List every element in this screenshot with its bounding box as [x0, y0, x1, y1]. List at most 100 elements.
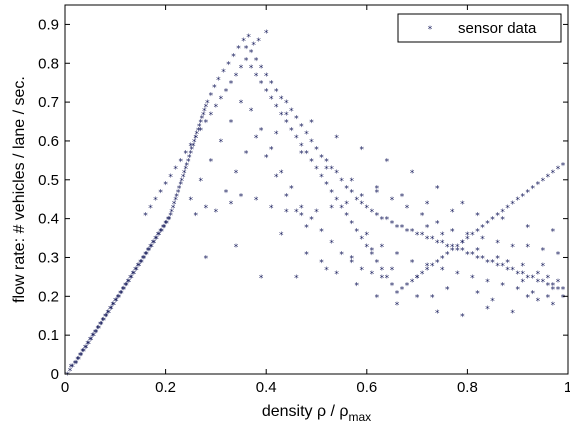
data-point: *: [264, 29, 269, 39]
data-point: *: [561, 293, 566, 303]
data-point: *: [264, 153, 269, 163]
data-point: *: [189, 196, 194, 206]
data-point: *: [73, 359, 78, 369]
data-point: *: [289, 185, 294, 195]
data-point: *: [294, 274, 299, 284]
data-point: *: [536, 270, 541, 280]
data-point: *: [177, 185, 182, 195]
data-point: *: [370, 208, 375, 218]
data-point: *: [176, 188, 181, 198]
legend: * sensor data: [397, 13, 562, 43]
data-point: *: [349, 188, 354, 198]
data-point: *: [556, 251, 561, 261]
data-point: *: [314, 146, 319, 156]
data-point: *: [485, 305, 490, 315]
data-point: *: [294, 115, 299, 125]
data-point: *: [334, 270, 339, 280]
data-point: *: [212, 84, 217, 94]
data-point: *: [541, 247, 546, 257]
data-point: *: [390, 196, 395, 206]
data-point: *: [156, 231, 161, 241]
data-point: *: [178, 181, 183, 191]
data-point: *: [163, 220, 168, 230]
y-tick-label: 0: [51, 366, 59, 383]
data-point: *: [141, 254, 146, 264]
data-point: *: [137, 262, 142, 272]
data-point: *: [158, 227, 163, 237]
data-point: *: [551, 286, 556, 296]
data-point: *: [385, 216, 390, 226]
data-point: *: [98, 321, 103, 331]
data-point: *: [475, 254, 480, 264]
data-point: *: [360, 146, 365, 156]
y-axis-title: flow rate: # vehicles / lane / sec.: [11, 76, 28, 303]
data-point: *: [360, 200, 365, 210]
data-point: *: [111, 301, 116, 311]
y-tick-label: 0.9: [38, 16, 59, 33]
data-point: *: [375, 258, 380, 268]
data-point: *: [450, 247, 455, 257]
data-point: *: [194, 134, 199, 144]
data-point: *: [216, 76, 221, 86]
data-point: *: [510, 200, 515, 210]
data-point: *: [204, 119, 209, 129]
data-point: *: [244, 45, 249, 55]
data-point: *: [129, 274, 134, 284]
data-point: *: [541, 177, 546, 187]
data-point: *: [400, 286, 405, 296]
data-point: *: [415, 231, 420, 241]
data-point: *: [114, 297, 119, 307]
data-point: *: [149, 243, 154, 253]
data-point: *: [108, 305, 113, 315]
data-point: *: [440, 254, 445, 264]
data-point: *: [259, 126, 264, 136]
data-point: *: [101, 317, 106, 327]
data-point: *: [425, 200, 430, 210]
data-point: *: [168, 212, 173, 222]
data-point: *: [189, 150, 194, 160]
data-point: *: [385, 274, 390, 284]
data-point: *: [380, 266, 385, 276]
data-point: *: [147, 247, 152, 257]
data-point: *: [204, 254, 209, 264]
data-point: *: [264, 72, 269, 82]
data-point: *: [132, 270, 137, 280]
data-point: *: [400, 192, 405, 202]
data-point: *: [505, 266, 510, 276]
data-point: *: [435, 239, 440, 249]
data-point: *: [410, 227, 415, 237]
x-tick-label: 0.8: [457, 379, 478, 396]
data-point: *: [536, 297, 541, 307]
y-tick-label: 0.3: [38, 249, 59, 266]
data-point: *: [183, 165, 188, 175]
data-point: *: [390, 282, 395, 292]
data-point: *: [209, 91, 214, 101]
data-point: *: [561, 161, 566, 171]
data-point: *: [344, 185, 349, 195]
data-point: *: [344, 212, 349, 222]
data-point: *: [365, 204, 370, 214]
data-point: *: [485, 220, 490, 230]
data-point: *: [172, 200, 177, 210]
data-point: *: [375, 212, 380, 222]
data-point: *: [254, 56, 259, 66]
data-point: *: [146, 247, 151, 257]
data-point: *: [329, 204, 334, 214]
data-point: *: [284, 208, 289, 218]
data-point: *: [294, 134, 299, 144]
data-point: *: [520, 270, 525, 280]
data-point: *: [190, 146, 195, 156]
data-point: *: [480, 235, 485, 245]
data-point: *: [116, 293, 121, 303]
data-point: *: [70, 363, 75, 373]
data-point: *: [299, 212, 304, 222]
legend-label: sensor data: [458, 20, 537, 37]
data-point: *: [80, 348, 85, 358]
data-point: *: [168, 173, 173, 183]
data-point: *: [505, 204, 510, 214]
data-point: *: [561, 286, 566, 296]
data-point: *: [354, 196, 359, 206]
data-point: *: [119, 289, 124, 299]
data-point: *: [390, 266, 395, 276]
data-point: *: [349, 254, 354, 264]
